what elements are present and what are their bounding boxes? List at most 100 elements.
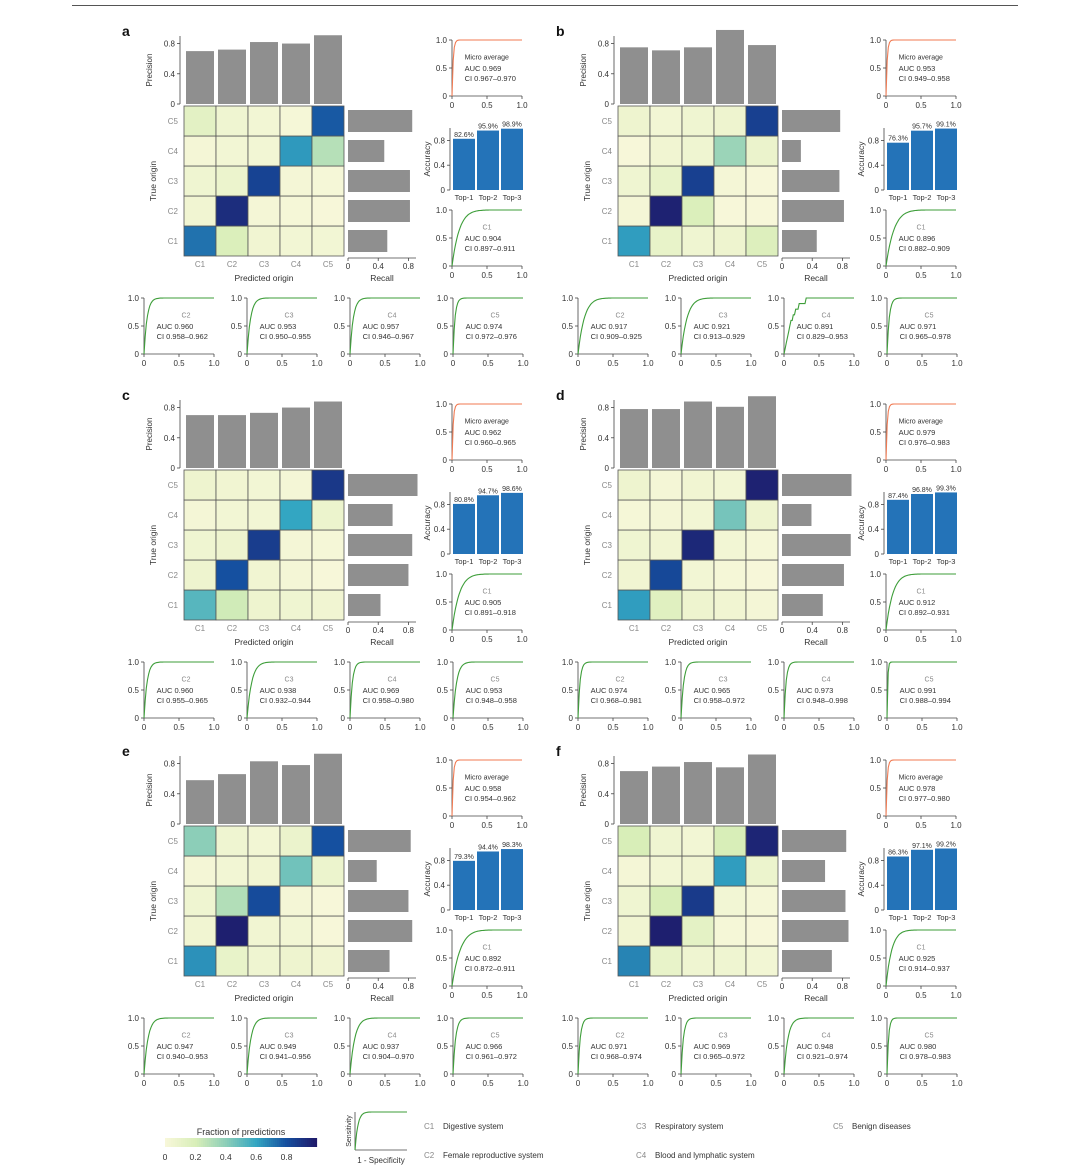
- heatmap-cell-C1-C5: [745, 589, 779, 621]
- x-category-label: C3: [259, 624, 270, 633]
- panel-letter: c: [122, 387, 130, 403]
- roc-y-tick-label: 1.0: [870, 400, 882, 409]
- roc-y-tick-label: 0.5: [334, 1042, 346, 1051]
- roc-ci: CI 0.948–0.998: [797, 696, 848, 705]
- x-category-label: C2: [227, 624, 238, 633]
- accuracy-tick-label: 0: [441, 906, 446, 915]
- y-category-label: C1: [168, 237, 179, 246]
- colorbar-segment: [305, 1138, 308, 1147]
- heatmap-cell-C1-C5: [311, 589, 345, 621]
- x-category-label: C3: [693, 260, 704, 269]
- colorbar-segment: [171, 1138, 174, 1147]
- recall-label: Recall: [370, 993, 394, 1003]
- roc-title: C3: [719, 313, 728, 320]
- precision-bar-C5: [314, 753, 342, 824]
- roc-x-tick-label: 1.0: [414, 1079, 426, 1088]
- heatmap-cell-C2-C3: [247, 559, 281, 591]
- roc-y-tick-label: 0.5: [870, 598, 882, 607]
- precision-label: Precision: [579, 418, 588, 451]
- roc-x-tick-label: 1.0: [642, 723, 654, 732]
- accuracy-bar-Top-3: [501, 128, 523, 190]
- heatmap-cell-C4-C2: [649, 499, 683, 531]
- roc-x-tick-label: 0.5: [813, 359, 825, 368]
- roc-x-tick-label: 0: [885, 723, 890, 732]
- recall-label: Recall: [370, 273, 394, 283]
- heatmap-cell-C5-C5: [311, 469, 345, 501]
- roc-ci: CI 0.946–0.967: [363, 332, 414, 341]
- y-axis-label: True origin: [582, 161, 592, 202]
- roc-auc: AUC 0.969: [363, 686, 400, 695]
- recall-bar-C2: [782, 920, 849, 942]
- colorbar-segment: [203, 1138, 206, 1147]
- recall-label: Recall: [804, 637, 828, 647]
- roc-ci: CI 0.940–0.953: [157, 1052, 208, 1061]
- heatmap-cell-C2-C3: [681, 559, 715, 591]
- accuracy-bar-Top-1: [453, 138, 475, 190]
- precision-bar-C4: [716, 29, 744, 105]
- x-category-label: C5: [757, 624, 768, 633]
- roc-ci: CI 0.904–0.970: [363, 1052, 414, 1061]
- roc-title: C1: [483, 225, 492, 232]
- x-axis-label: Predicted origin: [668, 637, 727, 647]
- panel-letter: e: [122, 743, 130, 759]
- colorbar-segment: [309, 1138, 312, 1147]
- x-axis-label: Predicted origin: [234, 637, 293, 647]
- roc-x-tick-label: 1.0: [517, 359, 529, 368]
- roc-curve-C5: [886, 1017, 957, 1075]
- heatmap-cell-C3-C4: [713, 529, 747, 561]
- heatmap-cell-C5-C3: [681, 469, 715, 501]
- colorbar-segment: [181, 1138, 184, 1147]
- accuracy-value-label: 98.3%: [502, 842, 522, 849]
- heatmap-cell-C2-C3: [247, 195, 281, 227]
- accuracy-value-label: 76.3%: [888, 136, 908, 143]
- colorbar-segment: [207, 1138, 210, 1147]
- heatmap-cell-C5-C4: [279, 105, 313, 137]
- roc-y-tick-label: 0: [672, 350, 677, 359]
- y-axis-label: True origin: [148, 881, 158, 922]
- recall-bar-C3: [348, 534, 413, 556]
- roc-ci: CI 0.941–0.956: [260, 1052, 311, 1061]
- recall-tick-label: 0.8: [837, 982, 849, 991]
- roc-x-tick-label: 1.0: [950, 991, 962, 1000]
- colorbar-segment: [179, 1138, 182, 1147]
- roc-y-tick-label: 0.5: [665, 322, 677, 331]
- roc-ci: CI 0.976–0.983: [899, 438, 950, 447]
- y-category-label: C1: [168, 601, 179, 610]
- heatmap-cell-C4-C5: [745, 135, 779, 167]
- heatmap-cell-C2-C4: [279, 915, 313, 947]
- colorbar-tick-label: 0.6: [250, 1152, 262, 1162]
- heatmap-cell-C3-C3: [247, 165, 281, 197]
- y-category-label: C5: [168, 117, 179, 126]
- heatmap-cell-C2-C3: [681, 915, 715, 947]
- roc-y-tick-label: 1.0: [436, 756, 448, 765]
- roc-y-tick-label: 0: [443, 92, 448, 101]
- roc-y-tick-label: 1.0: [436, 400, 448, 409]
- precision-tick-label: 0: [171, 820, 176, 829]
- roc-x-tick-label: 0.5: [481, 465, 493, 474]
- recall-tick-label: 0.8: [403, 626, 415, 635]
- roc-x-tick-label: 1.0: [642, 359, 654, 368]
- accuracy-value-label: 97.1%: [912, 843, 932, 850]
- colorbar-segment: [243, 1138, 246, 1147]
- roc-ci: CI 0.958–0.962: [157, 332, 208, 341]
- roc-x-tick-label: 1.0: [950, 635, 962, 644]
- y-axis-label: True origin: [148, 161, 158, 202]
- roc-x-tick-label: 0.5: [482, 359, 494, 368]
- roc-auc: AUC 0.960: [157, 686, 194, 695]
- roc-y-tick-label: 0: [775, 1070, 780, 1079]
- accuracy-label: Accuracy: [422, 861, 432, 897]
- roc-auc: AUC 0.953: [260, 322, 297, 331]
- colorbar-segment: [307, 1138, 310, 1147]
- roc-auc: AUC 0.971: [591, 1042, 628, 1051]
- roc-x-tick-label: 1.0: [950, 465, 962, 474]
- roc-y-tick-label: 1.0: [231, 294, 243, 303]
- x-category-label: C2: [661, 980, 672, 989]
- heatmap-cell-C3-C5: [745, 529, 779, 561]
- accuracy-tick-label: 0.4: [868, 881, 880, 890]
- heatmap-cell-C1-C1: [183, 945, 217, 977]
- roc-title: C4: [388, 313, 397, 320]
- roc-ci: CI 0.960–0.965: [465, 438, 516, 447]
- heatmap-cell-C5-C5: [745, 469, 779, 501]
- roc-x-tick-label: 0.5: [481, 991, 493, 1000]
- roc-auc: AUC 0.937: [363, 1042, 400, 1051]
